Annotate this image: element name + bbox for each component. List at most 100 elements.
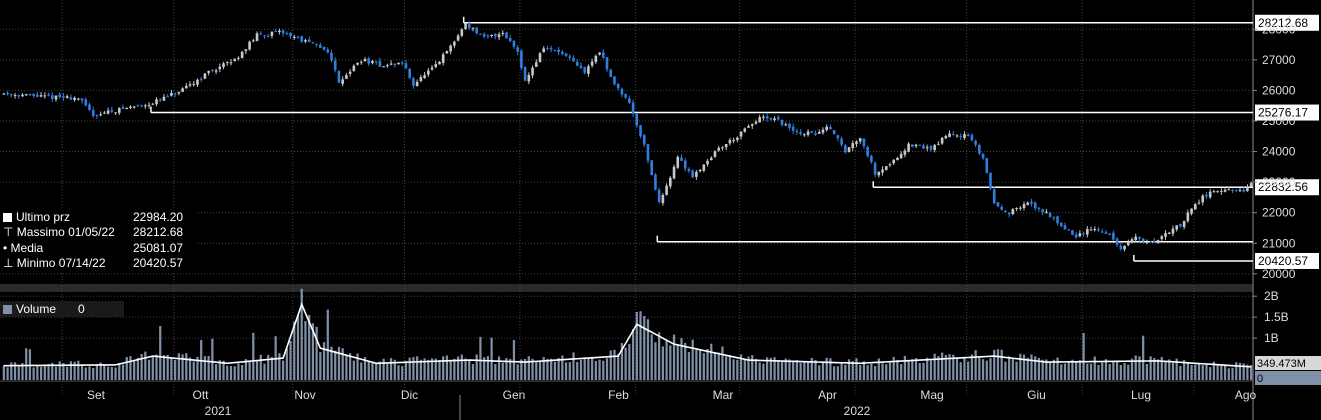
candle-down [326, 49, 330, 53]
volume-bar [1194, 364, 1197, 380]
candle-up [371, 60, 374, 64]
candle-up [1238, 190, 1242, 192]
volume-bar [1246, 364, 1249, 380]
candle-down [296, 36, 300, 38]
candle-down [319, 44, 322, 48]
year-label: 2021 [205, 404, 232, 418]
volume-bar [360, 362, 363, 380]
volume-tick-label: 1B [1264, 331, 1279, 345]
candle-down [311, 42, 315, 44]
volume-bars: 349.473M 0 [2, 288, 1321, 385]
volume-bar [226, 365, 229, 380]
candle-up [255, 33, 259, 41]
candle-down [1179, 224, 1182, 227]
volume-last-tag-label: 0 [1257, 373, 1263, 385]
volume-bar [58, 361, 61, 380]
candle-up [527, 75, 531, 82]
candle-down [691, 170, 694, 178]
volume-bar [672, 334, 676, 380]
price-legend: Ultimo prz 22984.20 ⊤ Massimo 01/05/22 282… [0, 209, 196, 271]
volume-bar [110, 367, 113, 380]
candle-down [1071, 230, 1074, 235]
volume-bar [21, 363, 24, 380]
volume-bar [334, 350, 337, 380]
candle-down [575, 62, 579, 66]
candle-up [363, 59, 367, 62]
volume-bar [844, 364, 847, 380]
volume-bar [833, 366, 836, 380]
candle-up [460, 29, 464, 36]
candle-up [1011, 209, 1015, 214]
volume-bar [125, 357, 128, 380]
candle-up [590, 61, 594, 66]
candle-down [1234, 189, 1238, 191]
candle-up [1201, 195, 1205, 203]
candle-down [654, 174, 657, 190]
volume-bar [561, 355, 564, 380]
volume-bar [497, 356, 501, 380]
candle-up [855, 141, 858, 144]
volume-bar [617, 354, 620, 380]
volume-bar [996, 349, 1000, 380]
candle-down [158, 99, 162, 101]
reference-tag [1255, 14, 1319, 31]
volume-bar [687, 352, 691, 380]
volume-bar [788, 359, 791, 380]
candle-down [58, 94, 62, 98]
volume-bar [352, 360, 355, 380]
volume-bar [222, 360, 225, 380]
candle-up [1134, 236, 1138, 241]
volume-bar [970, 354, 974, 380]
candle-down [1056, 216, 1059, 224]
candle-down [1063, 225, 1067, 230]
candle-down [776, 117, 780, 120]
volume-bar [751, 355, 754, 380]
candle-up [196, 79, 199, 85]
volume-bar [92, 367, 95, 380]
candle-up [1123, 245, 1126, 250]
candle-down [494, 33, 497, 37]
volume-bar [255, 360, 259, 380]
volume-bar [1160, 356, 1163, 380]
candle-down [1141, 238, 1145, 242]
candle-down [788, 123, 791, 128]
volume-bar [728, 354, 732, 380]
volume-bar [308, 314, 311, 380]
candle-down [1048, 212, 1052, 218]
candle-up [497, 34, 501, 38]
candle-up [750, 124, 754, 126]
volume-bar [1034, 356, 1037, 380]
volume-bar [174, 359, 177, 380]
candle-up [54, 95, 58, 100]
candle-up [903, 150, 907, 155]
candle-down [583, 67, 586, 73]
candle-down [1059, 222, 1063, 227]
candle-up [1093, 229, 1097, 231]
volume-bar [214, 364, 218, 380]
legend-row-low: ⊥ Minimo 07/14/22 20420.57 [3, 256, 184, 271]
volume-bar [825, 357, 828, 380]
volume-bar [1209, 367, 1212, 380]
volume-bar [181, 354, 184, 380]
volume-bar [1115, 361, 1119, 380]
volume-bar [557, 357, 560, 380]
candle-down [211, 70, 214, 72]
candle-up [244, 49, 248, 52]
volume-bar [1037, 357, 1041, 380]
volume-bar [695, 349, 698, 380]
volume-bar [393, 359, 396, 380]
reference-tag-label: 28212.68 [1258, 16, 1308, 30]
candle-up [1186, 212, 1190, 222]
candle-down [620, 88, 624, 95]
volume-bar [836, 366, 839, 380]
candle-down [88, 104, 91, 111]
volume-bar [568, 362, 571, 380]
candle-down [799, 132, 802, 134]
candle-down [62, 96, 65, 98]
candle-up [706, 160, 709, 165]
candle-up [598, 52, 601, 55]
candle-up [1078, 233, 1082, 237]
candle-up [739, 131, 743, 137]
candle-up [2, 93, 6, 95]
volume-bar [1220, 365, 1223, 380]
